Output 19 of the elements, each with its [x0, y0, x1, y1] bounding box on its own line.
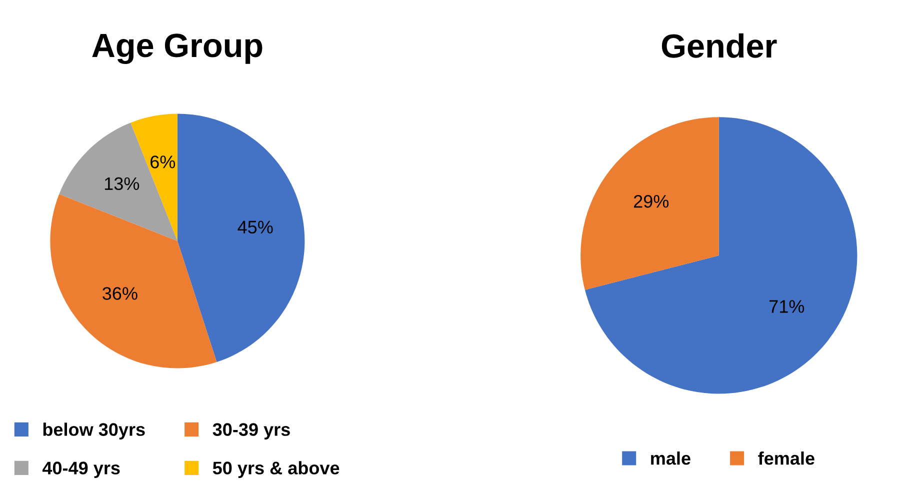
data-label: 36%	[102, 287, 138, 300]
pie-slice	[50, 194, 217, 368]
legend-label: female	[758, 452, 814, 465]
pie-slice	[580, 117, 719, 290]
legend-label: 40-49 yrs	[42, 462, 120, 478]
pie-slice	[584, 117, 858, 394]
data-label: 13%	[104, 177, 140, 190]
chart-title: Gender	[662, 33, 777, 58]
data-label: 29%	[634, 194, 669, 208]
legend-label: 30-39 yrs	[212, 423, 290, 440]
data-label: 6%	[150, 156, 176, 168]
pie-slice	[59, 122, 178, 241]
data-label: 71%	[770, 300, 804, 313]
chart-title: Age Group	[92, 34, 262, 64]
pie-slice	[177, 114, 305, 362]
data-label: 45%	[238, 220, 273, 234]
legend-label: male	[651, 452, 690, 465]
legend-label: 50 yrs & above	[212, 461, 340, 478]
legend-label: below 30yrs	[43, 422, 145, 440]
